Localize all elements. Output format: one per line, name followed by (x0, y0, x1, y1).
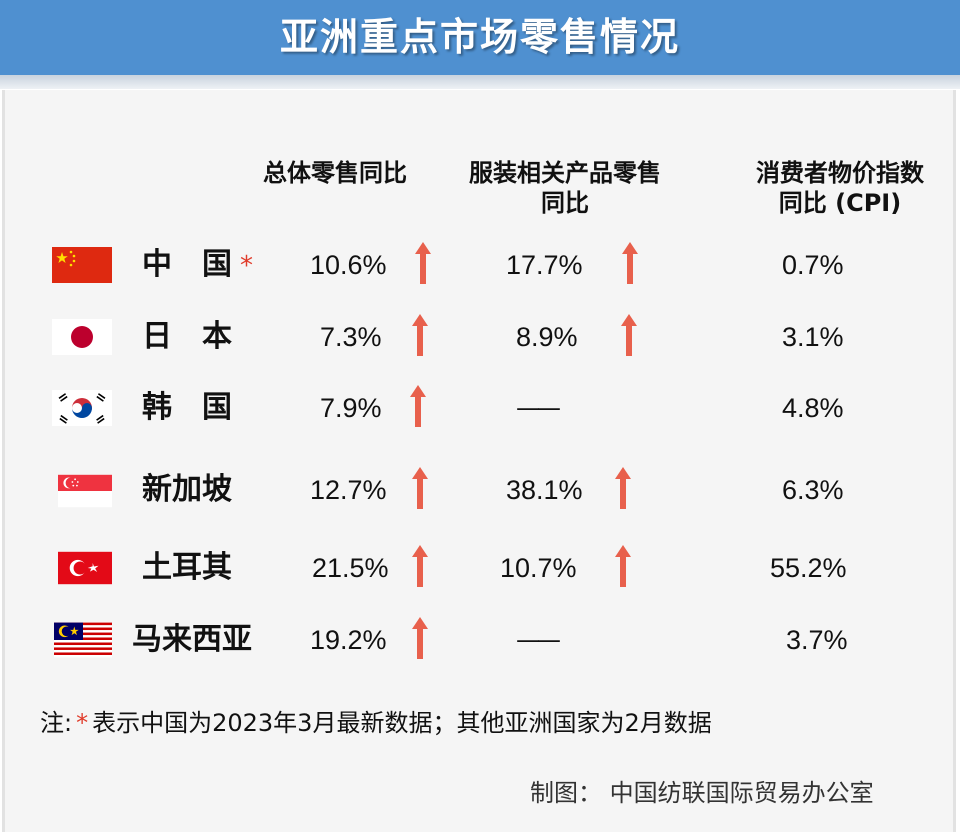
table-row: 新加坡 12.7% 38.1% 6.3% (0, 462, 960, 522)
up-arrow-icon (412, 545, 428, 587)
table-row: 马来西亚 19.2% —— 3.7% (0, 612, 960, 672)
country-name: 马来西亚 (132, 622, 252, 657)
singapore-flag-icon (58, 474, 118, 510)
country-name: 日 本 (142, 319, 232, 354)
total-value: 7.3% (320, 322, 382, 352)
up-arrow-icon (410, 385, 426, 427)
country-name: 中 国 * (142, 247, 253, 282)
header-cpi: 消费者物价指数 同比 (CPI) (735, 158, 945, 218)
header-total-label: 总体零售同比 (263, 159, 407, 187)
total-value: 10.6% (310, 250, 387, 280)
korea-flag-icon (52, 390, 112, 426)
apparel-value: —— (516, 394, 561, 422)
up-arrow-icon (412, 467, 428, 509)
content-panel (2, 90, 956, 832)
table-row: 韩 国 7.9% —— 4.8% (0, 380, 960, 440)
table-row: 日 本 7.3% 8.9% 3.1% (0, 309, 960, 369)
page-title: 亚洲重点市场零售情况 (279, 15, 680, 59)
japan-flag-icon (52, 319, 112, 355)
header-apparel-line1: 服装相关产品零售 (469, 159, 661, 187)
header-cpi-line2: 同比 (CPI) (778, 189, 902, 217)
apparel-value: —— (516, 626, 561, 654)
total-value: 7.9% (320, 393, 382, 423)
footnote-text: 表示中国为2023年3月最新数据；其他亚洲国家为2月数据 (92, 709, 712, 737)
header-apparel-line2: 同比 (541, 189, 589, 217)
star-marker: * (76, 709, 89, 737)
china-flag-icon (52, 247, 112, 283)
up-arrow-icon (621, 314, 637, 356)
apparel-value: 17.7% (506, 250, 583, 280)
total-value: 12.7% (310, 475, 387, 505)
footnote: 注: * 表示中国为2023年3月最新数据；其他亚洲国家为2月数据 (40, 705, 712, 741)
turkey-flag-icon (58, 550, 118, 586)
country-name: 土耳其 (142, 550, 232, 585)
country-name: 新加坡 (142, 472, 232, 507)
cpi-value: 6.3% (782, 475, 844, 505)
credit-line: 制图： 中国纺联国际贸易办公室 (530, 779, 874, 807)
header-cpi-line1: 消费者物价指数 (756, 159, 924, 187)
cpi-value: 55.2% (770, 553, 847, 583)
star-marker: * (240, 251, 253, 281)
country-name: 韩 国 (142, 390, 232, 425)
cpi-value: 3.1% (782, 322, 844, 352)
up-arrow-icon (615, 545, 631, 587)
header-total: 总体零售同比 (240, 158, 430, 188)
header-apparel: 服装相关产品零售 同比 (450, 158, 680, 218)
up-arrow-icon (622, 242, 638, 284)
up-arrow-icon (412, 617, 428, 659)
cpi-value: 3.7% (786, 625, 848, 655)
apparel-value: 38.1% (506, 475, 583, 505)
title-banner (0, 0, 960, 75)
banner-shadow (0, 75, 960, 89)
cpi-value: 0.7% (782, 250, 844, 280)
apparel-value: 8.9% (516, 322, 578, 352)
footnote-prefix: 注: (40, 709, 73, 737)
up-arrow-icon (415, 242, 431, 284)
table-row: 中 国 * 10.6% 17.7% 0.7% (0, 237, 960, 297)
apparel-value: 10.7% (500, 553, 577, 583)
up-arrow-icon (615, 467, 631, 509)
cpi-value: 4.8% (782, 393, 844, 423)
total-value: 21.5% (312, 553, 389, 583)
table-row: 土耳其 21.5% 10.7% 55.2% (0, 540, 960, 600)
up-arrow-icon (412, 314, 428, 356)
total-value: 19.2% (310, 625, 387, 655)
malaysia-flag-icon (54, 622, 114, 658)
